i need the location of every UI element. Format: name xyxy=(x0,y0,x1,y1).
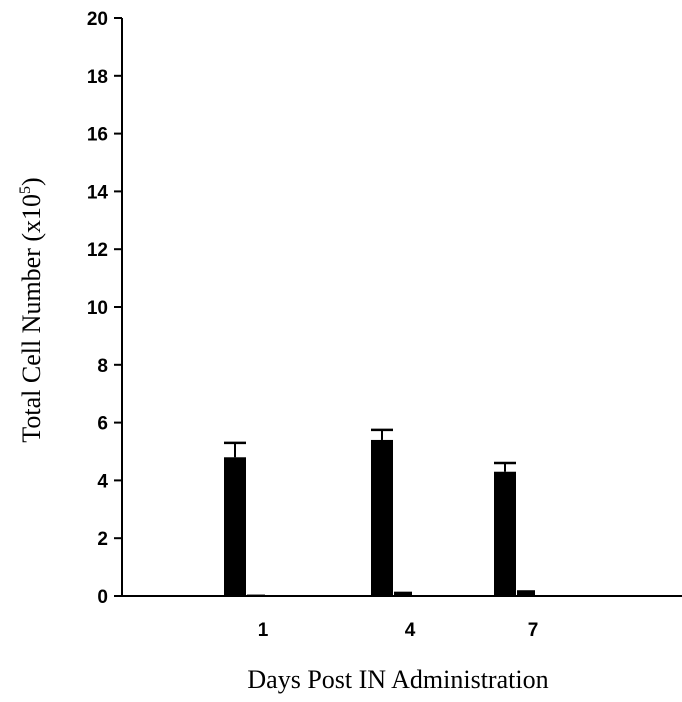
x-tick-label: 7 xyxy=(528,620,539,641)
y-axis: 0 2 4 6 8 10 12 14 16 18 20 xyxy=(87,9,123,608)
y-tick-label: 6 xyxy=(97,414,108,435)
bar xyxy=(494,471,516,596)
y-tick-label: 20 xyxy=(87,9,108,30)
y-axis-title: Total Cell Number (x105) xyxy=(17,177,46,442)
x-tick-label: 1 xyxy=(258,620,269,641)
y-tick-label: 10 xyxy=(87,298,108,319)
y-axis-title-end: ) xyxy=(17,177,46,186)
x-axis-title: Days Post IN Administration xyxy=(247,665,548,694)
y-tick-label: 16 xyxy=(87,125,108,146)
bar-secondary xyxy=(517,590,535,596)
bar xyxy=(224,457,246,596)
bar-secondary xyxy=(394,591,412,596)
y-tick-label: 8 xyxy=(97,356,108,377)
y-axis-title-superscript: 5 xyxy=(17,186,34,194)
y-tick-label: 12 xyxy=(87,240,108,261)
x-tick-label: 4 xyxy=(405,620,416,641)
y-axis-title-main: Total Cell Number (x10 xyxy=(17,194,46,443)
bar-secondary xyxy=(247,594,265,597)
y-tick-label: 2 xyxy=(97,529,108,550)
y-tick-label: 4 xyxy=(97,471,108,492)
y-tick-label: 0 xyxy=(97,587,108,608)
y-tick-label: 18 xyxy=(87,67,108,88)
y-tick-label: 14 xyxy=(87,182,109,203)
x-axis: 1 4 7 xyxy=(122,595,682,641)
bars xyxy=(224,428,535,597)
bar xyxy=(371,439,393,596)
